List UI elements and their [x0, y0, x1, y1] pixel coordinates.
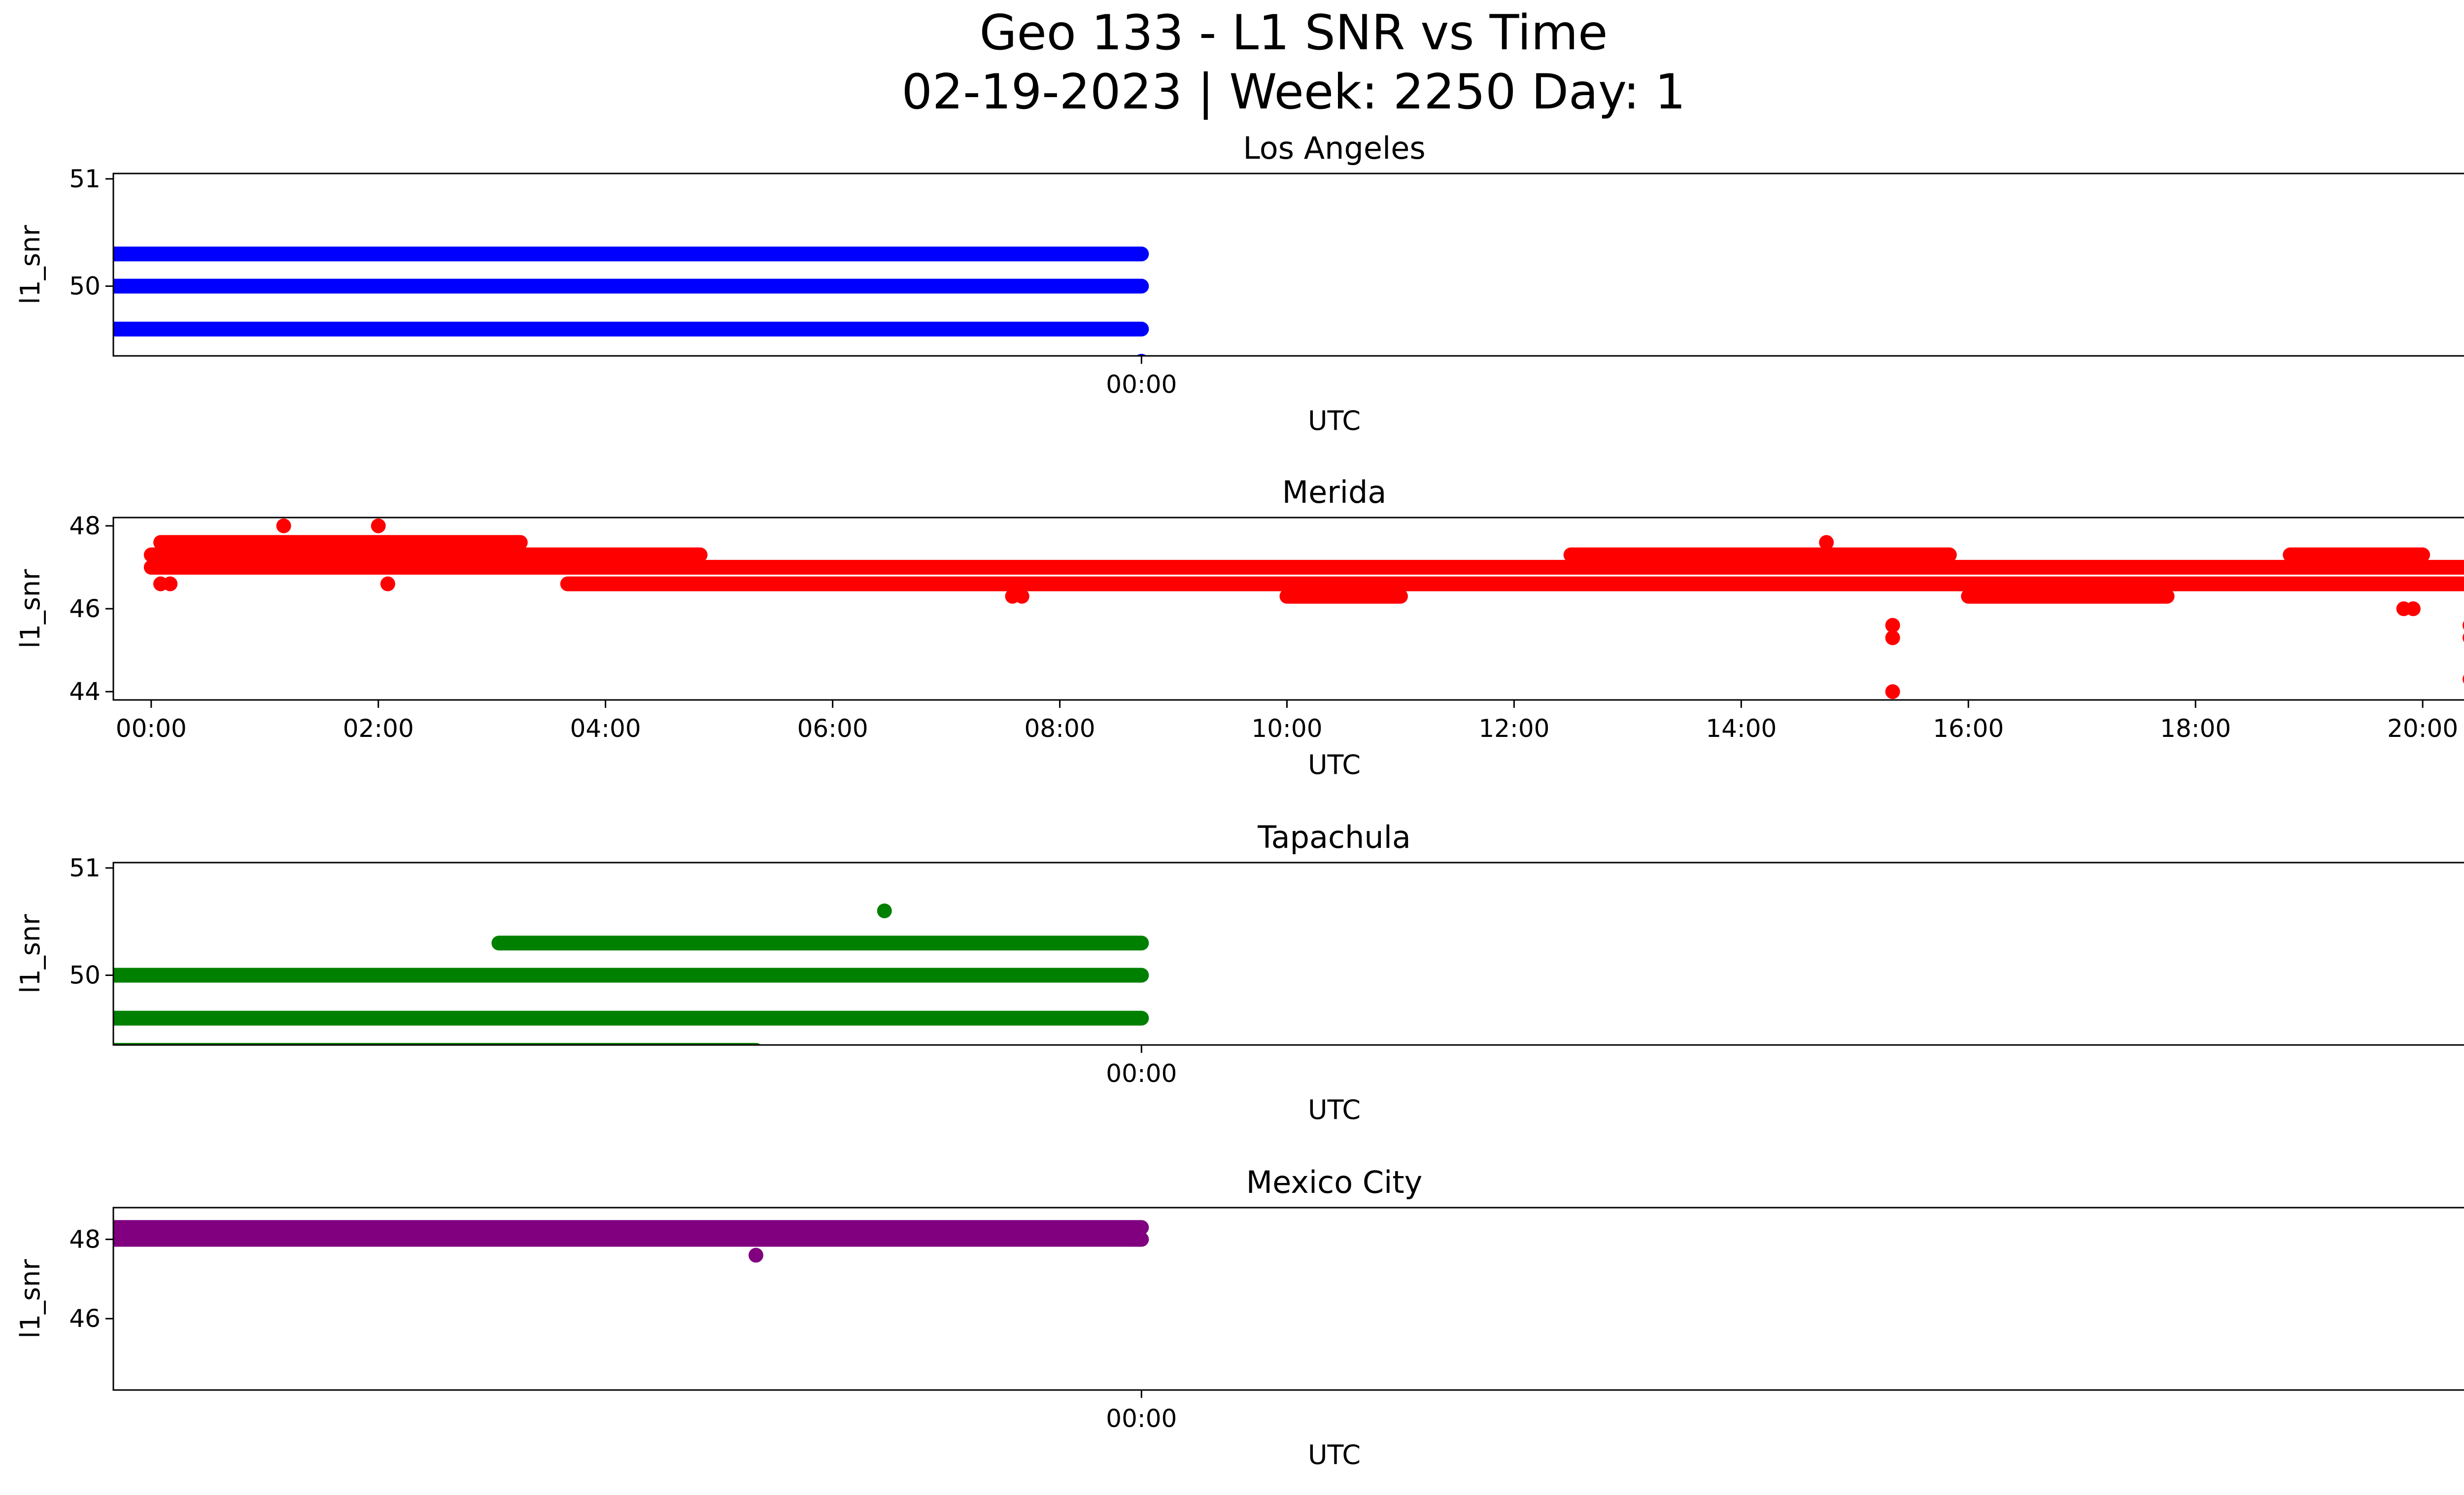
data-point: [380, 576, 395, 591]
y-axis-label: l1_snr: [15, 914, 46, 994]
data-point: [276, 518, 291, 533]
data-point: [1885, 630, 1900, 645]
x-tick-label: 02:00: [343, 714, 414, 743]
x-tick-label: 14:00: [1706, 714, 1777, 743]
x-axis-label: UTC: [1308, 1094, 1361, 1125]
x-tick-label: 00:00: [1106, 1404, 1177, 1433]
y-tick-label: 44: [69, 677, 101, 706]
x-axis-label: UTC: [1308, 405, 1361, 436]
y-tick-label: 48: [69, 1225, 101, 1253]
x-tick-label: 06:00: [797, 714, 868, 743]
data-point: [2405, 601, 2421, 616]
x-tick-label: 10:00: [1251, 714, 1322, 743]
figure-title-line1: Geo 133 - L1 SNR vs Time: [980, 5, 1608, 61]
scatter-points: [113, 246, 1149, 356]
subplot-title: Merida: [1282, 474, 1387, 510]
subplot-1: Merida 00:00 02:00 04:00 06:00 08:00 10:00 12:0…: [15, 474, 2464, 780]
data-point: [1005, 589, 1020, 604]
subplot-2: Tapachula00:0003:0006:0009:0012:0015:001…: [15, 819, 2464, 1125]
scatter-points: [113, 903, 1149, 1045]
data-point: [2463, 621, 2464, 630]
data-point: [2463, 633, 2464, 642]
axes-frame: [112, 862, 2464, 1046]
scatter-points: [143, 518, 2464, 699]
y-tick-label: 48: [69, 512, 101, 540]
subplot-title: Tapachula: [1257, 819, 1411, 855]
y-tick-label: 46: [69, 594, 101, 623]
y-tick-label: 50: [69, 961, 101, 990]
x-tick-label: 12:00: [1478, 714, 1549, 743]
data-point: [877, 903, 892, 918]
data-point: [371, 518, 386, 533]
y-tick-label: 51: [69, 165, 101, 193]
x-axis-label: UTC: [1308, 749, 1361, 780]
x-tick-label: 08:00: [1024, 714, 1095, 743]
data-point: [1885, 684, 1900, 699]
subplot-title: Mexico City: [1246, 1164, 1423, 1200]
x-tick-label: 04:00: [570, 714, 641, 743]
subplots: Los Angeles00:0003:0006:0009:0012:0015:0…: [15, 130, 2464, 1470]
x-tick-label: 00:00: [1106, 370, 1177, 399]
data-point: [1885, 618, 1900, 633]
data-point: [748, 1248, 763, 1263]
x-tick-label: 00:00: [116, 714, 187, 743]
y-tick-label: 51: [69, 854, 101, 882]
y-axis-label: l1_snr: [15, 1259, 46, 1339]
subplot-0: Los Angeles00:0003:0006:0009:0012:0015:0…: [15, 130, 2464, 436]
axes-frame: [112, 1207, 2464, 1391]
x-tick-label: 00:00: [1106, 1059, 1177, 1088]
data-point: [2463, 675, 2464, 684]
scatter-points: [113, 1220, 1149, 1263]
subplot-title: Los Angeles: [1243, 130, 1425, 166]
x-tick-label: 16:00: [1933, 714, 2004, 743]
x-tick-label: 20:00: [2387, 714, 2458, 743]
axes-frame: [112, 173, 2464, 357]
data-point: [163, 576, 178, 591]
y-tick-label: 46: [69, 1304, 101, 1333]
y-tick-label: 50: [69, 272, 101, 301]
y-axis-label: l1_snr: [15, 569, 46, 649]
data-point: [1819, 535, 1834, 550]
subplot-3: Mexico City00:0003:0006:0009:0012:0015:0…: [15, 1164, 2464, 1470]
x-tick-label: 18:00: [2160, 714, 2231, 743]
y-axis-label: l1_snr: [15, 225, 46, 305]
figure-title-line2: 02-19-2023 | Week: 2250 Day: 1: [902, 64, 1686, 120]
x-axis-label: UTC: [1308, 1439, 1361, 1470]
